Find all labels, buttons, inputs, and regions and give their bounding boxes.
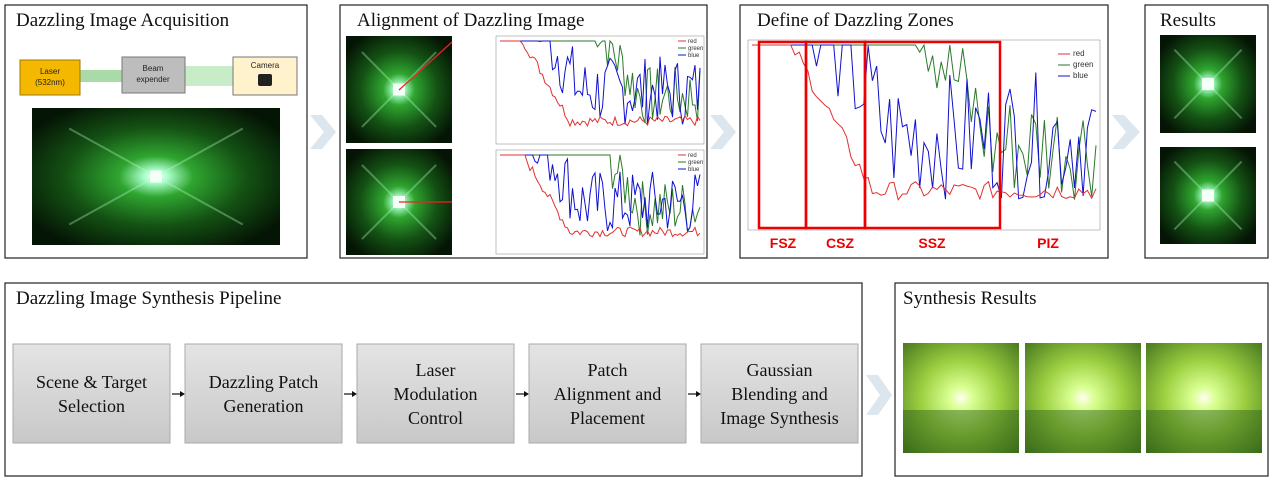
pipeline-step <box>185 344 342 443</box>
panel-title: Dazzling Image Acquisition <box>16 10 230 31</box>
glare-core <box>1202 78 1214 90</box>
legend-label: green <box>1073 60 1093 69</box>
expander-label: Beam <box>143 64 164 73</box>
arrow-head <box>524 391 529 397</box>
camera-icon <box>258 74 272 86</box>
legend-label: blue <box>1073 71 1089 80</box>
legend-label: green <box>688 160 703 166</box>
step-label: Image Synthesis <box>720 408 839 428</box>
step-label: Laser <box>416 360 456 380</box>
expander-label: expender <box>136 75 170 84</box>
step-label: Control <box>408 408 463 428</box>
step-label: Blending and <box>731 384 828 404</box>
panel-title: Synthesis Results <box>903 288 1037 309</box>
figure: Dazzling Image Acquisition Alignment of … <box>0 0 1274 480</box>
plot-area <box>748 40 1100 230</box>
pipeline: Scene & Target Selection Dazzling Patch Gen… <box>13 344 858 443</box>
step-label: Selection <box>58 396 125 416</box>
arrow-head <box>352 391 357 397</box>
plot-area <box>496 150 704 254</box>
legend-label: red <box>688 39 697 45</box>
zone-label: SSZ <box>918 235 946 251</box>
legend-label: red <box>1073 49 1085 58</box>
step-label: Dazzling Patch <box>209 372 318 392</box>
camera-label: Camera <box>251 61 280 70</box>
ground <box>1146 410 1262 453</box>
zone-label: PIZ <box>1037 235 1059 251</box>
laser-label: (532nm) <box>35 78 65 87</box>
panel-title: Define of Dazzling Zones <box>757 10 954 31</box>
glare-core <box>150 171 162 183</box>
zone-label: FSZ <box>770 235 797 251</box>
panel-title: Results <box>1160 10 1216 31</box>
step-label: Scene & Target <box>36 372 147 392</box>
step-label: Patch <box>588 360 628 380</box>
ground <box>903 410 1019 453</box>
ground <box>1025 410 1141 453</box>
arrow-head <box>180 391 185 397</box>
beam <box>185 66 233 86</box>
step-label: Gaussian <box>747 360 813 380</box>
legend-label: blue <box>688 53 700 59</box>
beam <box>80 70 122 82</box>
pipeline-step <box>13 344 170 443</box>
step-label: Generation <box>224 396 304 416</box>
glare-core <box>1202 190 1214 202</box>
panel-title: Dazzling Image Synthesis Pipeline <box>16 288 281 309</box>
legend-label: blue <box>688 167 700 173</box>
step-label: Placement <box>570 408 645 428</box>
legend-label: red <box>688 153 697 159</box>
arrow-head <box>696 391 701 397</box>
laser-label: Laser <box>40 67 60 76</box>
legend-label: green <box>688 46 703 52</box>
panel-title: Alignment of Dazzling Image <box>357 10 584 31</box>
step-label: Alignment and <box>554 384 661 404</box>
zone-label: CSZ <box>826 235 854 251</box>
step-label: Modulation <box>394 384 478 404</box>
